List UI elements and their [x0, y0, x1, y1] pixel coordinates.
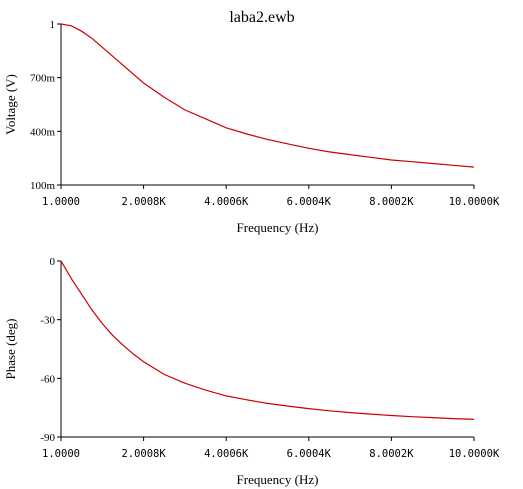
phase-y-tick-label: -60 — [40, 373, 55, 385]
mag-x-tick-label: 4.0006K — [204, 196, 249, 208]
mag-x-tick-label: 10.0000K — [449, 196, 500, 208]
magnitude-plot: 1.0000 2.0008K 4.0006K 6.0004K 8.0002K 10.000… — [3, 19, 500, 235]
phase-x-tick-label: 8.0002K — [369, 448, 414, 460]
phase-x-tick-label: 1.0000 — [42, 448, 80, 460]
phase-series-line — [60, 260, 475, 420]
mag-y-tick-label: 100m — [30, 180, 56, 192]
mag-y-tick-label: 700m — [30, 73, 56, 85]
mag-y-tick-label: 400m — [30, 126, 56, 138]
phase-x-axis-label: Frequency (Hz) — [237, 472, 319, 487]
plot-title: laba2.ewb — [229, 9, 294, 26]
phase-y-tick-label: -90 — [40, 432, 55, 444]
mag-x-tick-label: 8.0002K — [369, 196, 414, 208]
mag-y-axis-label: Voltage (V) — [3, 74, 18, 135]
phase-y-tick-label: 0 — [50, 256, 56, 268]
phase-x-tick-label: 2.0008K — [121, 448, 166, 460]
phase-x-tick-label: 4.0006K — [204, 448, 249, 460]
phase-x-tick-label: 6.0004K — [287, 448, 332, 460]
phase-plot: 1.0000 2.0008K 4.0006K 6.0004K 8.0002K 10.000… — [3, 256, 500, 487]
mag-x-tick-label: 1.0000 — [42, 196, 80, 208]
phase-y-tick-label: -30 — [40, 315, 55, 327]
mag-x-tick-label: 2.0008K — [121, 196, 166, 208]
mag-series-line — [60, 23, 475, 168]
mag-x-tick-label: 6.0004K — [287, 196, 332, 208]
mag-x-axis-label: Frequency (Hz) — [237, 220, 319, 235]
phase-x-tick-label: 10.0000K — [449, 448, 500, 460]
phase-y-axis-label: Phase (deg) — [3, 318, 18, 379]
mag-y-tick-label: 1 — [50, 19, 56, 31]
